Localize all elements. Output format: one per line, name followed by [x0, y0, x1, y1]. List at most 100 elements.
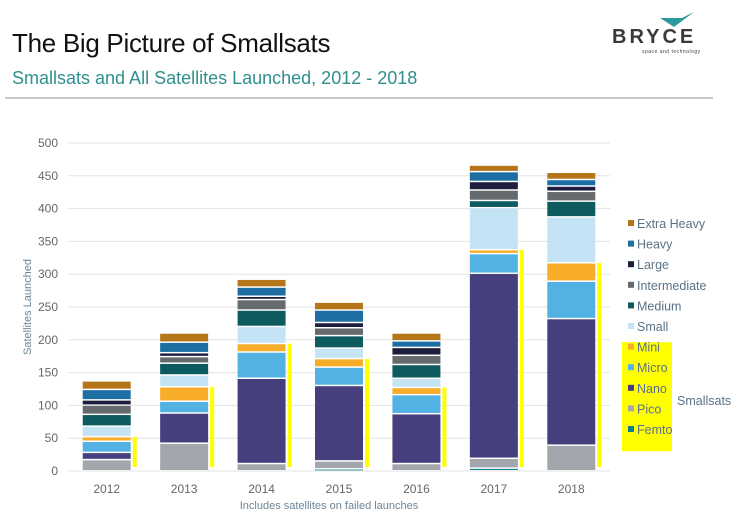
- bar-segment-medium: [237, 310, 286, 326]
- header-divider: [5, 97, 713, 99]
- smallsat-highlight-bar: [132, 436, 137, 467]
- legend-label-mini: Mini: [637, 341, 660, 355]
- legend-swatch-extra-heavy: [628, 220, 634, 226]
- legend-swatch-nano: [628, 384, 634, 391]
- y-tick-label: 50: [45, 431, 59, 445]
- y-tick-label: 500: [38, 136, 58, 150]
- smallsat-highlight-bar: [442, 387, 447, 467]
- page-title: The Big Picture of Smallsats: [12, 28, 331, 58]
- bar-segment-small: [82, 426, 131, 436]
- bar-segment-extra-heavy: [237, 279, 286, 287]
- bar-segment-mini: [392, 388, 441, 394]
- bar-segment-medium: [315, 336, 363, 348]
- bar-segment-nano: [315, 386, 363, 461]
- bar-segment-micro: [315, 367, 363, 385]
- bar-segment-micro: [237, 352, 286, 378]
- bar-segment-small: [469, 208, 518, 249]
- legend-label-small: Small: [637, 320, 668, 334]
- bar-segment-heavy: [82, 390, 131, 400]
- bar-segment-pico: [160, 443, 209, 470]
- bar-segment-micro: [392, 395, 441, 413]
- y-tick-label: 450: [38, 169, 58, 183]
- bryce-logo: BRYCE space and technology: [612, 12, 732, 58]
- x-tick-label: 2015: [326, 482, 353, 496]
- bar-segment-medium: [469, 201, 518, 207]
- bar-segment-mini: [160, 387, 209, 401]
- bar-segment-nano: [160, 413, 209, 443]
- y-tick-label: 400: [38, 202, 58, 216]
- bar-segment-medium: [392, 365, 441, 378]
- legend-swatch-intermediate: [628, 281, 634, 288]
- bar-segment-intermediate: [392, 356, 441, 364]
- y-tick-label: 200: [38, 333, 58, 347]
- bar-segment-pico: [469, 459, 518, 468]
- legend-swatch-heavy: [628, 240, 634, 247]
- bar-segment-large: [547, 186, 596, 191]
- legend-swatch-mini: [628, 343, 634, 350]
- bar-segment-intermediate: [469, 190, 518, 200]
- bar-segment-intermediate: [82, 405, 131, 414]
- bar-segment-mini: [237, 344, 286, 352]
- logo-text: BRYCE: [612, 26, 697, 48]
- y-tick-label: 350: [38, 234, 58, 248]
- legend-label-heavy: Heavy: [637, 238, 673, 252]
- bar-segment-small: [160, 375, 209, 387]
- logo-tagline: space and technology: [642, 49, 701, 55]
- smallsat-highlight-bar: [597, 263, 602, 467]
- smallsat-highlight-bar: [210, 387, 215, 467]
- legend-label-extra-heavy: Extra Heavy: [637, 217, 706, 231]
- bar-segment-nano: [392, 414, 441, 463]
- bar-segment-large: [160, 353, 209, 356]
- bar-segment-small: [237, 327, 286, 343]
- bar-segment-intermediate: [237, 300, 286, 310]
- bar-segment-extra-heavy: [315, 302, 363, 310]
- bar-segment-nano: [82, 453, 131, 459]
- smallsat-highlight-bar: [519, 249, 524, 467]
- bar-segment-small: [315, 348, 363, 358]
- legend-swatch-micro: [628, 364, 634, 371]
- legend-swatch-femto: [628, 426, 634, 432]
- legend-swatch-large: [628, 261, 634, 268]
- x-axis-label: Includes satellites on failed launches: [240, 500, 419, 512]
- x-tick-label: 2016: [403, 482, 430, 496]
- bar-segment-mini: [82, 437, 131, 441]
- smallsat-highlight-bar: [287, 343, 292, 467]
- bar-segment-large: [315, 323, 363, 327]
- legend-swatch-small: [628, 323, 634, 329]
- bar-segment-mini: [315, 359, 363, 367]
- x-tick-label: 2018: [558, 482, 585, 496]
- legend-swatch-pico: [628, 405, 634, 412]
- x-tick-label: 2014: [248, 482, 275, 496]
- bar-segment-extra-heavy: [160, 333, 209, 342]
- bar-segment-extra-heavy: [469, 165, 518, 171]
- bar-segment-large: [392, 348, 441, 355]
- bar-segment-small: [392, 379, 441, 387]
- bar-segment-extra-heavy: [547, 173, 596, 179]
- legend-label-nano: Nano: [637, 382, 667, 396]
- bar-segment-intermediate: [547, 192, 596, 201]
- legend-label-micro: Micro: [637, 361, 668, 375]
- y-tick-label: 300: [38, 267, 58, 281]
- legend-label-medium: Medium: [637, 299, 681, 313]
- legend-label-large: Large: [637, 258, 669, 272]
- bar-segment-nano: [469, 274, 518, 458]
- bar-segment-heavy: [392, 341, 441, 347]
- bar-segment-heavy: [315, 310, 363, 322]
- bar-segment-medium: [160, 363, 209, 375]
- x-tick-label: 2013: [171, 482, 198, 496]
- y-tick-label: 0: [51, 464, 58, 478]
- bar-segment-pico: [547, 445, 596, 470]
- bar-segment-pico: [237, 464, 286, 470]
- bar-segment-heavy: [469, 172, 518, 181]
- bar-segment-heavy: [547, 180, 596, 186]
- bar-segment-large: [237, 297, 286, 299]
- smallsat-highlight-bar: [365, 358, 369, 467]
- legend-label-femto: Femto: [637, 423, 672, 437]
- y-tick-label: 100: [38, 398, 58, 412]
- y-tick-label: 150: [38, 366, 58, 380]
- bar-segment-micro: [547, 281, 596, 318]
- bar-segment-heavy: [160, 342, 209, 352]
- smallsat-group-label: Smallsats: [677, 394, 731, 408]
- bar-segment-intermediate: [160, 357, 209, 363]
